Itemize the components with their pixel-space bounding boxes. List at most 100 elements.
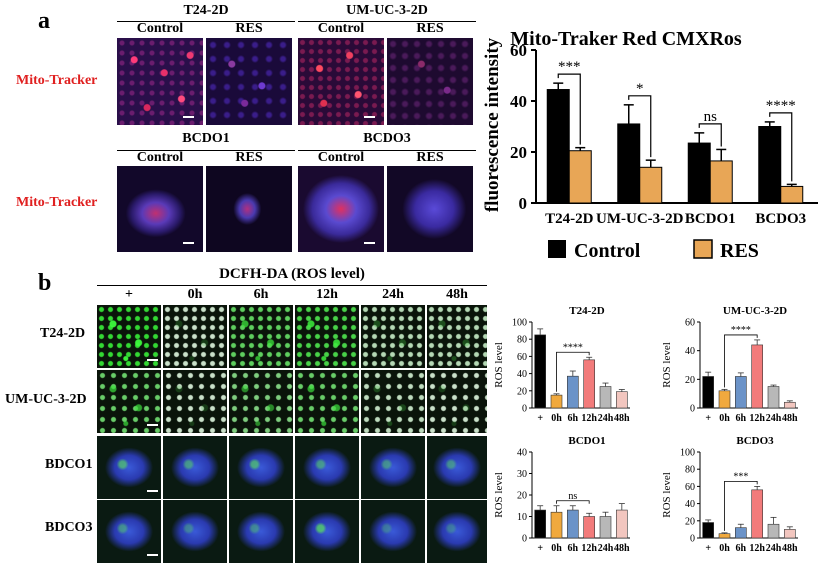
ros-image xyxy=(427,370,487,433)
condition-control-bcdo1: Control xyxy=(136,150,184,165)
mito-x-tick-label: T24-2D xyxy=(545,211,594,227)
mito-sig-bracket xyxy=(628,95,652,158)
mito-sig-label: **** xyxy=(766,98,796,114)
mito-bar-control xyxy=(617,123,641,204)
ros-x-tick-label: 48h xyxy=(782,413,798,424)
ros-x-tick-label: 0h xyxy=(551,413,562,424)
mito-bar-res xyxy=(639,166,663,204)
ros-bar xyxy=(702,376,714,409)
ros-x-tick-label: 24h xyxy=(766,543,782,554)
ros-bar xyxy=(767,523,780,539)
ros-bar xyxy=(616,509,628,539)
ros-y-tick-label: 30 xyxy=(517,469,527,480)
ros-y-tick-label: 0 xyxy=(522,404,527,415)
ros-image xyxy=(97,305,161,368)
ros-image xyxy=(163,436,227,499)
ros-image xyxy=(427,436,487,499)
ros-bar xyxy=(567,375,579,409)
ros-chart-bcdo3: BCDO3 ROS level 0 20 40 60 80 100 + 0h 6h 12h 24h 48h… xyxy=(661,435,798,554)
ros-sig-bracket xyxy=(556,500,590,504)
mito-y-tick-label: 60 xyxy=(510,41,527,60)
ros-x-tick-label: 0h xyxy=(719,413,730,424)
ros-x-tick-label: 48h xyxy=(614,543,630,554)
scale-bar xyxy=(147,424,158,426)
ros-x-tick-label: 0h xyxy=(551,543,562,554)
ros-bar xyxy=(616,391,628,409)
mito-x-tick-label: BCDO1 xyxy=(685,211,736,227)
mito-image-bcdo3-res xyxy=(387,166,473,252)
ros-image xyxy=(163,305,227,368)
mito-y-tick-label: 20 xyxy=(510,143,527,162)
ros-y-tick-label: 20 xyxy=(685,516,695,527)
ros-chart-ylabel: ROS level xyxy=(661,342,673,388)
ros-image xyxy=(229,500,293,563)
ros-y-tick-label: 0 xyxy=(690,534,695,545)
ros-sig-bracket xyxy=(724,481,758,531)
mito-bar-res xyxy=(568,150,592,204)
ros-bar xyxy=(550,511,563,539)
ros-bar xyxy=(751,344,763,409)
ros-y-tick-label: 40 xyxy=(685,346,695,357)
ros-image xyxy=(295,500,359,563)
ros-image xyxy=(295,436,359,499)
ros-image xyxy=(295,305,359,368)
ros-image xyxy=(361,370,425,433)
ros-bar xyxy=(567,509,579,539)
ros-x-tick-label: 24h xyxy=(766,413,782,424)
ros-sig-label: *** xyxy=(733,471,748,482)
ros-x-tick-label: 12h xyxy=(749,543,765,554)
ros-x-tick-label: 48h xyxy=(614,413,630,424)
ros-x-tick-label: 0h xyxy=(719,543,730,554)
ros-chart-title: UM-UC-3-2D xyxy=(723,305,787,317)
ros-x-tick-label: 6h xyxy=(736,543,747,554)
ros-bar xyxy=(784,401,796,409)
ros-sig-bracket xyxy=(724,334,758,388)
ros-image xyxy=(97,370,161,433)
ros-y-tick-label: 80 xyxy=(685,465,695,476)
ros-image xyxy=(229,305,293,368)
ros-image xyxy=(361,436,425,499)
mito-y-tick-label: 40 xyxy=(510,92,527,111)
mito-chart-ylabel: fluorescence intensity xyxy=(482,37,503,212)
ros-bar xyxy=(534,509,546,539)
mito-image-t24-res xyxy=(206,38,292,125)
ros-x-tick-label: 12h xyxy=(749,413,765,424)
legend-control-swatch xyxy=(548,240,566,258)
ros-image xyxy=(427,305,487,368)
ros-bar xyxy=(751,489,763,539)
ros-image xyxy=(97,500,161,563)
ros-chart-title: BCDO3 xyxy=(736,435,774,447)
ros-bar xyxy=(735,376,747,409)
ros-y-tick-label: 20 xyxy=(517,491,527,502)
mito-image-bcdo1-control xyxy=(117,166,203,252)
ros-x-tick-label: 48h xyxy=(782,543,798,554)
ros-sig-bracket xyxy=(556,351,590,392)
ros-y-tick-label: 60 xyxy=(685,482,695,493)
ros-sig-label: **** xyxy=(563,342,583,353)
mito-sig-label: ns xyxy=(704,109,718,125)
tp-plus: + xyxy=(125,287,133,302)
row-label-umuc: UM-UC-3-2D xyxy=(5,392,87,407)
ros-bar xyxy=(784,529,796,539)
mito-image-umuc-control xyxy=(298,38,384,125)
ros-image xyxy=(97,436,161,499)
mito-x-tick-label: UM-UC-3-2D xyxy=(596,211,684,227)
panel-b-label: b xyxy=(38,270,52,296)
tp-24h: 24h xyxy=(382,287,404,302)
mito-bar-res xyxy=(709,160,733,204)
ros-y-tick-label: 0 xyxy=(690,404,695,415)
condition-res-bcdo1: RES xyxy=(235,150,263,165)
ros-x-tick-label: 6h xyxy=(568,543,579,554)
panel-a-label: a xyxy=(38,8,50,34)
mito-image-bcdo1-res xyxy=(206,166,292,252)
ros-bar xyxy=(550,394,563,409)
scale-bar xyxy=(147,359,158,361)
group-title-bcdo1: BCDO1 xyxy=(182,131,230,146)
ros-y-tick-label: 40 xyxy=(517,369,527,380)
ros-bar xyxy=(583,516,595,539)
ros-y-tick-label: 100 xyxy=(512,318,527,329)
scale-bar xyxy=(147,554,158,556)
row-label-t24: T24-2D xyxy=(40,326,86,341)
ros-image xyxy=(163,500,227,563)
condition-res-t24: RES xyxy=(235,21,263,36)
